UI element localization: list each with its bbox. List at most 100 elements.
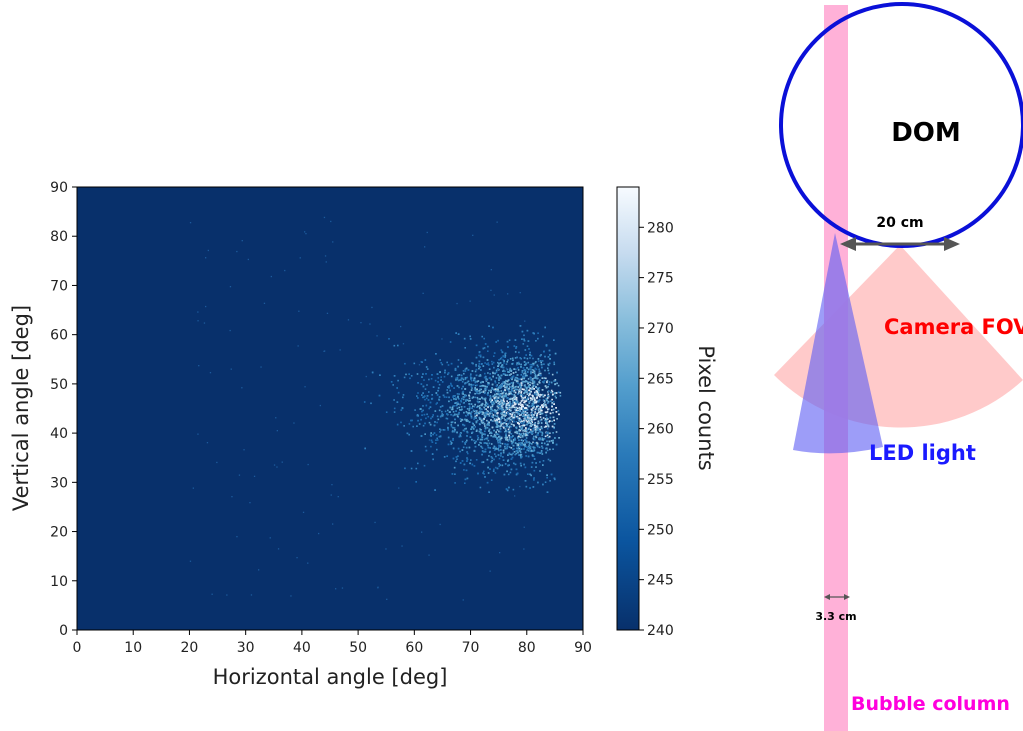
heatmap-pixel	[513, 394, 516, 396]
heatmap-pixel	[471, 362, 473, 364]
heatmap-pixel	[499, 362, 502, 364]
heatmap-pixel	[490, 456, 493, 458]
heatmap-pixel	[463, 337, 466, 340]
heatmap-pixel	[426, 368, 429, 370]
heatmap-pixel	[505, 433, 507, 435]
heatmap-pixel	[400, 325, 402, 328]
heatmap-pixel	[448, 385, 450, 387]
heatmap-pixel	[474, 442, 476, 444]
heatmap-pixel	[230, 368, 232, 370]
heatmap-pixel	[511, 453, 513, 456]
heatmap-pixel	[547, 402, 549, 404]
heatmap-pixel	[439, 428, 441, 430]
heatmap-pixel	[541, 409, 543, 412]
heatmap-pixel	[454, 395, 456, 397]
heatmap-pixel	[537, 451, 540, 454]
heatmap-pixel	[484, 442, 487, 444]
heatmap-pixel	[546, 399, 548, 401]
heatmap-pixel	[508, 405, 511, 408]
heatmap-pixel	[528, 381, 530, 384]
heatmap-pixel	[363, 401, 366, 403]
heatmap-pixel	[529, 366, 532, 368]
heatmap-pixel	[485, 408, 487, 410]
heatmap-pixel	[517, 380, 519, 382]
heatmap-pixel	[537, 434, 539, 436]
heatmap-pixel	[489, 376, 491, 379]
heatmap-pixel	[520, 374, 523, 376]
heatmap-pixel	[519, 378, 522, 380]
heatmap-pixel	[499, 425, 502, 428]
heatmap-pixel	[519, 425, 521, 428]
heatmap-pixel	[525, 437, 528, 439]
heatmap-pixel	[462, 370, 465, 372]
heatmap-pixel	[525, 485, 528, 488]
heatmap-pixel	[241, 387, 243, 389]
heatmap-pixel	[476, 412, 479, 414]
heatmap-pixel	[478, 354, 480, 357]
heatmap-pixel	[544, 435, 546, 438]
heatmap-pixel	[465, 367, 468, 370]
heatmap-pixel	[438, 409, 441, 412]
heatmap-pixel	[502, 366, 505, 369]
heatmap-pixel	[459, 432, 462, 435]
heatmap-pixel	[430, 417, 432, 420]
heatmap-pixel	[335, 588, 337, 590]
heatmap-pixel	[517, 393, 519, 395]
heatmap-pixel	[406, 432, 409, 435]
heatmap-pixel	[450, 413, 452, 416]
heatmap-pixel	[504, 373, 506, 375]
heatmap-pixel	[532, 332, 534, 334]
heatmap-pixel	[546, 474, 548, 476]
heatmap-pixel	[504, 406, 507, 409]
heatmap-pixel	[537, 420, 540, 423]
heatmap-pixel	[557, 384, 560, 387]
heatmap-pixel	[475, 380, 477, 383]
heatmap-pixel	[554, 383, 556, 386]
heatmap-pixel	[491, 405, 494, 408]
heatmap-pixel	[476, 392, 478, 395]
colorbar-tick-label: 250	[647, 522, 674, 538]
heatmap-pixel	[532, 404, 535, 407]
heatmap-pixel	[538, 368, 540, 371]
heatmap-pixel	[502, 397, 505, 400]
heatmap-pixel	[508, 464, 510, 466]
heatmap-pixel	[513, 462, 515, 465]
heatmap-pixel	[543, 350, 545, 353]
heatmap-pixel	[518, 417, 521, 420]
heatmap-pixel	[491, 387, 493, 389]
heatmap-pixel	[514, 401, 517, 403]
heatmap-pixel	[496, 221, 498, 223]
heatmap-pixel	[461, 397, 463, 400]
heatmap-pixel	[539, 412, 542, 414]
heatmap-pixel	[498, 379, 500, 381]
heatmap-pixel	[531, 433, 533, 435]
heatmap-pixel	[531, 461, 534, 464]
heatmap-pixel	[516, 447, 518, 450]
heatmap-pixel	[529, 425, 531, 427]
x-tick-label: 70	[462, 640, 480, 656]
heatmap-pixel	[523, 421, 525, 423]
heatmap-pixel	[552, 401, 555, 403]
heatmap-pixel	[470, 415, 473, 418]
heatmap-pixel	[482, 347, 485, 350]
heatmap-pixel	[512, 396, 515, 399]
heatmap-pixel	[522, 409, 524, 411]
heatmap-pixel	[505, 431, 508, 433]
heatmap-pixel	[553, 339, 555, 341]
heatmap-pixel	[500, 421, 503, 424]
heatmap-pixel	[532, 357, 534, 360]
heatmap-pixel	[523, 429, 526, 431]
heatmap-pixel	[523, 372, 526, 375]
heatmap-pixel	[469, 462, 471, 465]
heatmap-pixel	[521, 330, 524, 333]
heatmap-pixel	[488, 421, 490, 424]
heatmap-pixel	[458, 393, 460, 395]
heatmap-pixel	[400, 409, 403, 411]
heatmap-pixel	[489, 468, 491, 470]
heatmap-pixel	[497, 368, 499, 370]
heatmap-pixel	[418, 364, 421, 366]
heatmap-pixel	[533, 458, 536, 460]
heatmap-pixel	[526, 329, 529, 332]
heatmap-pixel	[506, 368, 509, 371]
heatmap-pixel	[192, 487, 194, 489]
